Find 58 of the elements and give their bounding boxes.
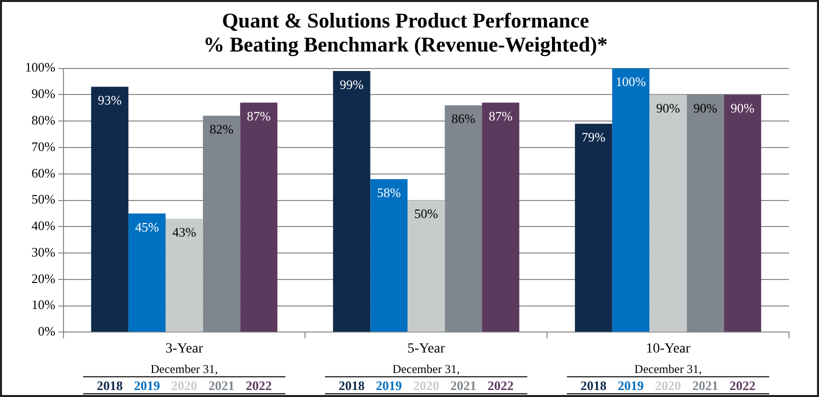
data-label: 43% xyxy=(172,224,196,240)
data-label: 90% xyxy=(693,100,718,116)
bar xyxy=(370,179,408,332)
data-label: 93% xyxy=(98,92,122,108)
data-label: 50% xyxy=(414,206,438,222)
bar xyxy=(724,94,762,332)
bar xyxy=(91,86,128,332)
text: December 31, xyxy=(392,362,460,376)
y-tick-label: 60% xyxy=(31,165,56,180)
y-tick-label: 50% xyxy=(31,192,56,207)
data-label: 86% xyxy=(451,111,476,126)
text: Quant & Solutions Product Performance xyxy=(222,8,590,32)
text: December 31, xyxy=(634,362,702,376)
data-label: 87% xyxy=(246,108,271,124)
y-tick-label: 20% xyxy=(31,270,56,286)
data-label: 87% xyxy=(488,108,513,124)
legend-title: December 31, xyxy=(150,362,218,376)
data-label: 45% xyxy=(135,219,160,234)
bar xyxy=(333,70,370,332)
x-tick-label: 3-Year xyxy=(166,341,204,356)
bar xyxy=(482,102,520,332)
bar xyxy=(574,124,612,332)
data-label: 100% xyxy=(616,74,646,90)
text: 2018 xyxy=(338,378,365,394)
data-label: 99% xyxy=(340,76,364,92)
text: % Beating Benchmark (Revenue-Weighted)* xyxy=(203,32,608,57)
text: 2019 xyxy=(376,378,402,394)
data-label: 79% xyxy=(582,130,606,145)
text: 2022 xyxy=(246,378,272,394)
bar xyxy=(240,102,278,332)
y-tick-label: 90% xyxy=(31,86,56,102)
bar xyxy=(166,218,203,332)
x-tick-label: 10-Year xyxy=(646,341,691,356)
text: 2021 xyxy=(208,378,235,394)
y-tick-label: 10% xyxy=(31,297,56,312)
bar xyxy=(649,94,687,332)
text: 2022 xyxy=(730,378,756,394)
data-label: 58% xyxy=(376,185,401,200)
x-tick-label: 5-Year xyxy=(407,341,446,356)
y-tick-label: 80% xyxy=(31,112,56,128)
bar xyxy=(612,68,650,332)
text: 2018 xyxy=(580,378,607,394)
data-label: 90% xyxy=(656,100,680,116)
text: 2021 xyxy=(692,378,718,394)
data-label: 90% xyxy=(730,100,755,116)
bar xyxy=(408,200,445,332)
text: 2021 xyxy=(450,378,476,394)
text: 2018 xyxy=(96,378,124,394)
bar xyxy=(128,213,166,332)
y-tick-label: 100% xyxy=(24,60,56,75)
y-tick-label: 70% xyxy=(31,138,56,154)
y-tick-label: 30% xyxy=(31,244,56,260)
text: 2019 xyxy=(618,378,644,394)
text: 2022 xyxy=(488,378,514,394)
y-tick-label: 0% xyxy=(38,324,56,339)
data-label: 82% xyxy=(210,122,234,137)
y-tick-label: 40% xyxy=(31,218,56,234)
text: 2019 xyxy=(134,378,161,394)
